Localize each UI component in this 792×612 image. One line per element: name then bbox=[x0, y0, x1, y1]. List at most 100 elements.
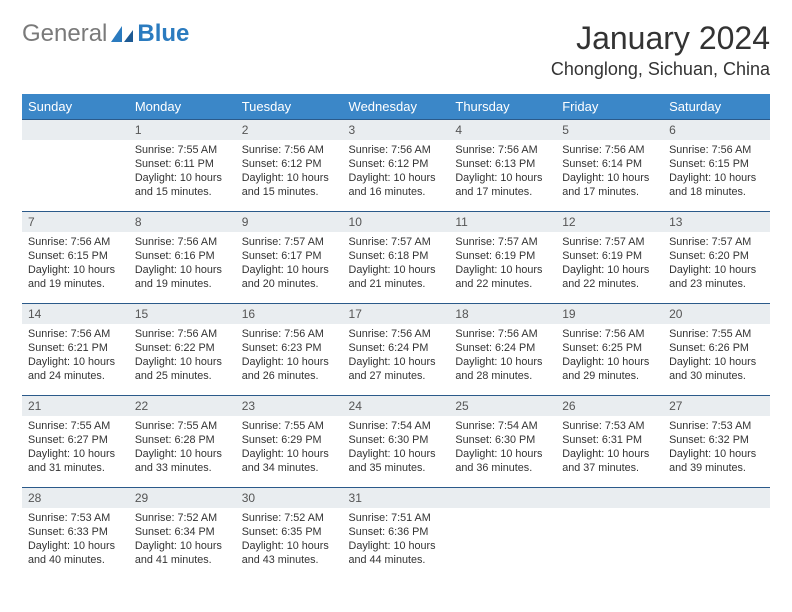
day-content: Sunrise: 7:56 AMSunset: 6:13 PMDaylight:… bbox=[449, 140, 556, 205]
day-content: Sunrise: 7:52 AMSunset: 6:34 PMDaylight:… bbox=[129, 508, 236, 573]
month-title: January 2024 bbox=[551, 20, 770, 57]
calendar-cell: 28Sunrise: 7:53 AMSunset: 6:33 PMDayligh… bbox=[22, 487, 129, 579]
day-number-empty bbox=[663, 487, 770, 508]
day-content: Sunrise: 7:56 AMSunset: 6:12 PMDaylight:… bbox=[236, 140, 343, 205]
day-number: 3 bbox=[343, 119, 450, 140]
weekday-header: Sunday bbox=[22, 94, 129, 119]
calendar-cell bbox=[449, 487, 556, 579]
day-content: Sunrise: 7:56 AMSunset: 6:16 PMDaylight:… bbox=[129, 232, 236, 297]
day-number: 29 bbox=[129, 487, 236, 508]
calendar-cell: 12Sunrise: 7:57 AMSunset: 6:19 PMDayligh… bbox=[556, 211, 663, 303]
day-number: 26 bbox=[556, 395, 663, 416]
day-number: 9 bbox=[236, 211, 343, 232]
day-number: 10 bbox=[343, 211, 450, 232]
day-number-empty bbox=[556, 487, 663, 508]
calendar-header: SundayMondayTuesdayWednesdayThursdayFrid… bbox=[22, 94, 770, 119]
calendar-cell: 7Sunrise: 7:56 AMSunset: 6:15 PMDaylight… bbox=[22, 211, 129, 303]
calendar-cell: 14Sunrise: 7:56 AMSunset: 6:21 PMDayligh… bbox=[22, 303, 129, 395]
calendar-cell: 10Sunrise: 7:57 AMSunset: 6:18 PMDayligh… bbox=[343, 211, 450, 303]
calendar-cell bbox=[556, 487, 663, 579]
calendar-row: 7Sunrise: 7:56 AMSunset: 6:15 PMDaylight… bbox=[22, 211, 770, 303]
day-number: 12 bbox=[556, 211, 663, 232]
calendar-cell: 6Sunrise: 7:56 AMSunset: 6:15 PMDaylight… bbox=[663, 119, 770, 211]
day-content: Sunrise: 7:55 AMSunset: 6:26 PMDaylight:… bbox=[663, 324, 770, 389]
day-content: Sunrise: 7:56 AMSunset: 6:24 PMDaylight:… bbox=[343, 324, 450, 389]
day-content: Sunrise: 7:57 AMSunset: 6:19 PMDaylight:… bbox=[556, 232, 663, 297]
day-number: 13 bbox=[663, 211, 770, 232]
day-number: 1 bbox=[129, 119, 236, 140]
day-number-empty bbox=[22, 119, 129, 140]
calendar-cell: 16Sunrise: 7:56 AMSunset: 6:23 PMDayligh… bbox=[236, 303, 343, 395]
title-block: January 2024 Chonglong, Sichuan, China bbox=[551, 20, 770, 80]
day-content: Sunrise: 7:53 AMSunset: 6:33 PMDaylight:… bbox=[22, 508, 129, 573]
day-content: Sunrise: 7:56 AMSunset: 6:12 PMDaylight:… bbox=[343, 140, 450, 205]
day-content: Sunrise: 7:55 AMSunset: 6:11 PMDaylight:… bbox=[129, 140, 236, 205]
calendar-cell bbox=[663, 487, 770, 579]
day-number: 15 bbox=[129, 303, 236, 324]
weekday-header: Friday bbox=[556, 94, 663, 119]
day-number: 21 bbox=[22, 395, 129, 416]
day-content: Sunrise: 7:52 AMSunset: 6:35 PMDaylight:… bbox=[236, 508, 343, 573]
weekday-header: Monday bbox=[129, 94, 236, 119]
day-number: 4 bbox=[449, 119, 556, 140]
day-number: 2 bbox=[236, 119, 343, 140]
calendar-cell: 31Sunrise: 7:51 AMSunset: 6:36 PMDayligh… bbox=[343, 487, 450, 579]
day-number: 24 bbox=[343, 395, 450, 416]
day-content: Sunrise: 7:56 AMSunset: 6:15 PMDaylight:… bbox=[22, 232, 129, 297]
calendar-cell bbox=[22, 119, 129, 211]
day-content: Sunrise: 7:55 AMSunset: 6:28 PMDaylight:… bbox=[129, 416, 236, 481]
calendar-cell: 30Sunrise: 7:52 AMSunset: 6:35 PMDayligh… bbox=[236, 487, 343, 579]
day-number: 11 bbox=[449, 211, 556, 232]
day-number: 6 bbox=[663, 119, 770, 140]
day-content: Sunrise: 7:54 AMSunset: 6:30 PMDaylight:… bbox=[449, 416, 556, 481]
calendar-cell: 20Sunrise: 7:55 AMSunset: 6:26 PMDayligh… bbox=[663, 303, 770, 395]
day-content: Sunrise: 7:56 AMSunset: 6:24 PMDaylight:… bbox=[449, 324, 556, 389]
calendar-row: 21Sunrise: 7:55 AMSunset: 6:27 PMDayligh… bbox=[22, 395, 770, 487]
calendar-cell: 21Sunrise: 7:55 AMSunset: 6:27 PMDayligh… bbox=[22, 395, 129, 487]
day-number: 31 bbox=[343, 487, 450, 508]
day-number: 27 bbox=[663, 395, 770, 416]
day-number: 17 bbox=[343, 303, 450, 324]
day-content: Sunrise: 7:56 AMSunset: 6:23 PMDaylight:… bbox=[236, 324, 343, 389]
header: General Blue January 2024 Chonglong, Sic… bbox=[22, 20, 770, 80]
logo-text-blue: Blue bbox=[137, 20, 189, 48]
calendar-cell: 22Sunrise: 7:55 AMSunset: 6:28 PMDayligh… bbox=[129, 395, 236, 487]
day-content: Sunrise: 7:56 AMSunset: 6:14 PMDaylight:… bbox=[556, 140, 663, 205]
calendar-cell: 25Sunrise: 7:54 AMSunset: 6:30 PMDayligh… bbox=[449, 395, 556, 487]
calendar-cell: 24Sunrise: 7:54 AMSunset: 6:30 PMDayligh… bbox=[343, 395, 450, 487]
day-content: Sunrise: 7:56 AMSunset: 6:21 PMDaylight:… bbox=[22, 324, 129, 389]
weekday-header: Saturday bbox=[663, 94, 770, 119]
weekday-header: Wednesday bbox=[343, 94, 450, 119]
day-content: Sunrise: 7:51 AMSunset: 6:36 PMDaylight:… bbox=[343, 508, 450, 573]
day-number: 18 bbox=[449, 303, 556, 324]
logo: General Blue bbox=[22, 20, 189, 48]
location: Chonglong, Sichuan, China bbox=[551, 59, 770, 80]
weekday-header: Tuesday bbox=[236, 94, 343, 119]
day-content: Sunrise: 7:56 AMSunset: 6:22 PMDaylight:… bbox=[129, 324, 236, 389]
day-content: Sunrise: 7:53 AMSunset: 6:32 PMDaylight:… bbox=[663, 416, 770, 481]
calendar-row: 1Sunrise: 7:55 AMSunset: 6:11 PMDaylight… bbox=[22, 119, 770, 211]
day-number: 30 bbox=[236, 487, 343, 508]
calendar-cell: 23Sunrise: 7:55 AMSunset: 6:29 PMDayligh… bbox=[236, 395, 343, 487]
calendar-cell: 11Sunrise: 7:57 AMSunset: 6:19 PMDayligh… bbox=[449, 211, 556, 303]
day-content: Sunrise: 7:56 AMSunset: 6:15 PMDaylight:… bbox=[663, 140, 770, 205]
calendar-cell: 26Sunrise: 7:53 AMSunset: 6:31 PMDayligh… bbox=[556, 395, 663, 487]
day-number: 28 bbox=[22, 487, 129, 508]
day-number: 23 bbox=[236, 395, 343, 416]
calendar-cell: 4Sunrise: 7:56 AMSunset: 6:13 PMDaylight… bbox=[449, 119, 556, 211]
day-content: Sunrise: 7:57 AMSunset: 6:18 PMDaylight:… bbox=[343, 232, 450, 297]
calendar-cell: 13Sunrise: 7:57 AMSunset: 6:20 PMDayligh… bbox=[663, 211, 770, 303]
day-content: Sunrise: 7:57 AMSunset: 6:20 PMDaylight:… bbox=[663, 232, 770, 297]
day-content: Sunrise: 7:57 AMSunset: 6:19 PMDaylight:… bbox=[449, 232, 556, 297]
day-content: Sunrise: 7:54 AMSunset: 6:30 PMDaylight:… bbox=[343, 416, 450, 481]
calendar-cell: 29Sunrise: 7:52 AMSunset: 6:34 PMDayligh… bbox=[129, 487, 236, 579]
day-number: 5 bbox=[556, 119, 663, 140]
weekday-header: Thursday bbox=[449, 94, 556, 119]
day-content: Sunrise: 7:55 AMSunset: 6:29 PMDaylight:… bbox=[236, 416, 343, 481]
calendar-cell: 8Sunrise: 7:56 AMSunset: 6:16 PMDaylight… bbox=[129, 211, 236, 303]
calendar-cell: 3Sunrise: 7:56 AMSunset: 6:12 PMDaylight… bbox=[343, 119, 450, 211]
day-number: 7 bbox=[22, 211, 129, 232]
calendar-cell: 5Sunrise: 7:56 AMSunset: 6:14 PMDaylight… bbox=[556, 119, 663, 211]
calendar-cell: 1Sunrise: 7:55 AMSunset: 6:11 PMDaylight… bbox=[129, 119, 236, 211]
calendar-row: 14Sunrise: 7:56 AMSunset: 6:21 PMDayligh… bbox=[22, 303, 770, 395]
